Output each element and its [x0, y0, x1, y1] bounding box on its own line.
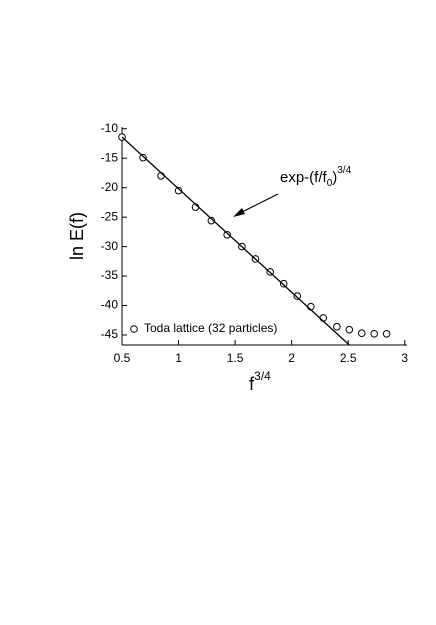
fit-line: [121, 136, 350, 346]
annotation-sup: 3/4: [337, 165, 351, 176]
annotation: exp-(f/f0)3/4: [280, 165, 352, 189]
y-tick-label: -45: [101, 327, 119, 341]
annotation-part: ): [332, 169, 337, 186]
data-point: [223, 231, 231, 239]
data-point: [382, 330, 391, 338]
y-tick-label: -30: [101, 239, 119, 253]
legend-marker: [130, 325, 138, 333]
y-tick-label: -15: [101, 150, 119, 164]
data-point: [174, 186, 183, 195]
data-point: [345, 325, 354, 334]
x-tick-label: 2.5: [340, 351, 357, 365]
data-point: [357, 329, 366, 338]
y-tick-label: -35: [101, 268, 119, 282]
annotation-part: exp-(f/f: [280, 169, 328, 186]
data-point: [207, 216, 216, 225]
data-point: [139, 153, 147, 162]
legend-label: Toda lattice (32 particles): [144, 321, 277, 335]
y-tick-label: -40: [101, 298, 119, 312]
data-point: [279, 279, 288, 288]
x-tick-label: 1: [175, 351, 182, 365]
x-axis-label: f3/4: [249, 369, 271, 394]
y-tick-label: -10: [101, 121, 119, 135]
annotation-sub: 0: [327, 178, 333, 189]
x-tick-label: 3: [401, 351, 408, 365]
data-point: [293, 292, 302, 300]
x-tick-label: 0.5: [114, 351, 131, 365]
data-point: [333, 322, 341, 331]
x-label-base: f: [249, 374, 255, 394]
y-axis-label: ln E(f): [67, 212, 87, 260]
data-point: [370, 330, 379, 338]
arrow-head: [233, 208, 245, 217]
y-tick-label: -20: [101, 180, 119, 194]
x-label-sup: 3/4: [254, 369, 271, 383]
x-tick-label: 2: [288, 351, 295, 365]
x-tick-label: 1.5: [227, 351, 244, 365]
data-point: [319, 314, 328, 322]
y-tick-label: -25: [101, 209, 119, 223]
